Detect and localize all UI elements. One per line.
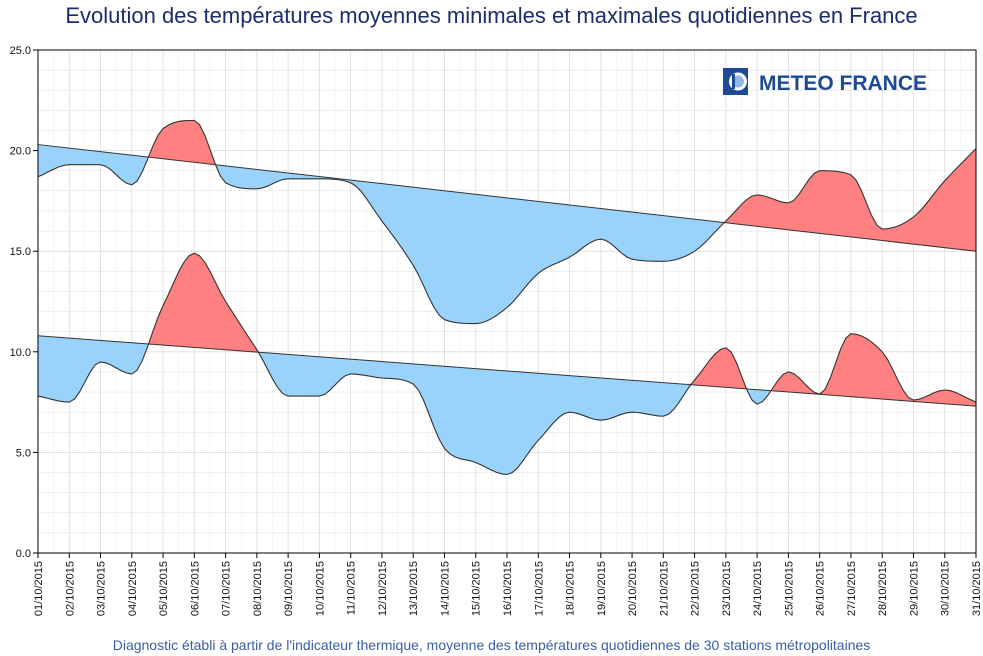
x-tick-label: 27/10/2015 — [846, 561, 858, 616]
x-tick-label: 26/10/2015 — [815, 561, 827, 616]
x-tick-label: 17/10/2015 — [533, 561, 545, 616]
tmax-below-normal-area — [215, 164, 725, 324]
x-tick-label: 28/10/2015 — [877, 561, 889, 616]
meteo-france-logo: METEO FRANCE — [723, 68, 927, 95]
x-tick-label: 29/10/2015 — [908, 561, 920, 616]
y-tick-label: 20.0 — [10, 146, 31, 158]
tmax-above-normal-area — [724, 148, 976, 252]
y-tick-label: 25.0 — [10, 45, 31, 57]
tmax-line — [37, 119, 977, 325]
x-tick-label: 31/10/2015 — [971, 561, 983, 616]
x-tick-label: 22/10/2015 — [690, 561, 702, 616]
x-tick-label: 15/10/2015 — [471, 561, 483, 616]
y-axis: 0.0 5.0 10.0 15.0 20.0 25.0 — [10, 45, 38, 560]
y-tick-label: 15.0 — [10, 246, 31, 258]
x-tick-label: 24/10/2015 — [752, 561, 764, 616]
tmax-above-normal-area — [148, 120, 216, 165]
x-tick-label: 23/10/2015 — [721, 561, 733, 616]
x-tick-label: 19/10/2015 — [596, 561, 608, 616]
logo-text: METEO FRANCE — [759, 72, 927, 95]
logo-bar-icon — [732, 74, 735, 89]
x-axis: 01/10/2015 02/10/2015 03/10/2015 04/10/2015… — [33, 553, 983, 616]
x-tick-label: 03/10/2015 — [96, 561, 108, 616]
y-tick-label: 10.0 — [10, 347, 31, 359]
x-tick-label: 13/10/2015 — [408, 561, 420, 616]
x-tick-label: 01/10/2015 — [33, 561, 45, 616]
x-tick-label: 05/10/2015 — [158, 561, 170, 616]
x-tick-label: 30/10/2015 — [940, 561, 952, 616]
series-lines — [37, 119, 977, 476]
x-tick-label: 21/10/2015 — [658, 561, 670, 616]
tmin-above-normal-area — [690, 347, 747, 389]
x-tick-label: 06/10/2015 — [189, 561, 201, 616]
x-tick-label: 02/10/2015 — [64, 561, 76, 616]
tmin-below-normal-area — [258, 352, 691, 475]
x-tick-label: 18/10/2015 — [565, 561, 577, 616]
x-tick-label: 09/10/2015 — [283, 561, 295, 616]
y-tick-label: 0.0 — [16, 548, 31, 560]
x-tick-label: 07/10/2015 — [221, 561, 233, 616]
x-tick-label: 20/10/2015 — [627, 561, 639, 616]
chart-footer: Diagnostic établi à partir de l'indicate… — [112, 637, 871, 653]
x-tick-label: 08/10/2015 — [252, 561, 264, 616]
x-tick-label: 16/10/2015 — [502, 561, 514, 616]
x-tick-label: 04/10/2015 — [127, 561, 139, 616]
tmin-normal-line — [37, 335, 977, 407]
tmax-normal-line — [37, 144, 977, 252]
x-tick-label: 12/10/2015 — [377, 561, 389, 616]
x-tick-label: 25/10/2015 — [783, 561, 795, 616]
tmin-below-normal-area — [38, 335, 149, 403]
x-tick-label: 10/10/2015 — [314, 561, 326, 616]
chart-title: Evolution des températures moyennes mini… — [65, 3, 918, 28]
tmax-below-normal-area — [38, 144, 149, 185]
x-tick-label: 11/10/2015 — [346, 561, 358, 615]
y-tick-label: 5.0 — [16, 447, 31, 459]
tmin-above-normal-area — [770, 333, 976, 407]
x-tick-label: 14/10/2015 — [439, 561, 451, 616]
